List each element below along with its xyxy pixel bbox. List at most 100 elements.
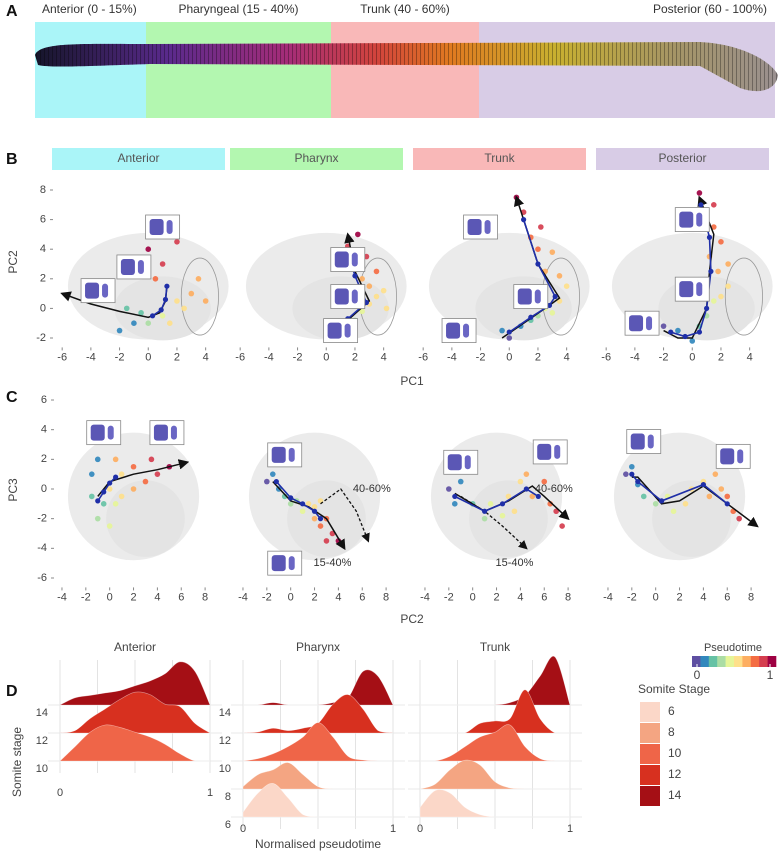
cell-shape: [334, 251, 349, 268]
plot: -4 -2 0 2 4 6 8 -6 -4 -2 0 2 4 6: [37, 394, 208, 603]
trajectory-node: [706, 234, 713, 240]
cell-point: [451, 501, 458, 507]
cell-point: [323, 538, 330, 544]
cell-point: [505, 493, 512, 500]
cell-shape: [517, 288, 532, 305]
cell-shape: [720, 448, 735, 465]
cell-point: [264, 478, 270, 485]
cell-shape: [484, 220, 491, 234]
cell-point: [130, 463, 137, 470]
trajectory-node: [113, 474, 119, 480]
cell-point: [138, 310, 144, 316]
trajectory-node: [698, 202, 704, 208]
legend-swatch: [640, 786, 660, 806]
trajectory-node: [506, 329, 512, 335]
cell-point: [287, 501, 294, 507]
panel-title: Anterior: [114, 640, 156, 654]
trajectory-node: [162, 296, 169, 303]
x-tick-label: -4: [86, 351, 96, 363]
cell-shape: [679, 211, 694, 228]
cell-shape: [90, 424, 105, 441]
cell-point: [142, 478, 149, 485]
x-tick-label: 0: [470, 591, 476, 603]
cell-point: [366, 283, 373, 290]
trajectory-node: [521, 217, 527, 223]
branch-label: 40-60%: [353, 483, 391, 495]
trajectory-node: [523, 486, 529, 492]
panel-header: [230, 148, 403, 170]
legend-label: 12: [668, 767, 682, 781]
panel-label: A: [6, 3, 18, 20]
x-tick-label: -4: [420, 591, 430, 603]
x-tick-label: -4: [57, 591, 67, 603]
trajectory-node: [629, 471, 635, 477]
x-tick-label: 2: [130, 591, 136, 603]
cell-point: [373, 268, 380, 275]
trajectory-node: [724, 501, 730, 507]
x-tick-label: 4: [154, 591, 160, 603]
cell-point: [116, 327, 123, 334]
trajectory-node: [668, 329, 674, 335]
density-ridge: [242, 783, 393, 818]
legend-swatch: [640, 765, 660, 785]
colorbar-segment: [725, 656, 735, 667]
x-tick-label: 1: [390, 823, 396, 835]
colorbar-segment: [734, 656, 743, 667]
cell-point: [269, 471, 276, 477]
background-cells: [652, 480, 731, 557]
trajectory: [97, 476, 117, 502]
cell-shape: [646, 316, 653, 331]
cell-point: [380, 287, 387, 294]
cell-shape: [447, 454, 462, 471]
cell-shape: [170, 425, 177, 440]
x-tick-label: 1: [207, 787, 213, 799]
cell-point: [499, 327, 505, 334]
cell-point: [106, 523, 113, 529]
x-tick-label: 2: [352, 351, 358, 363]
cell-point: [689, 338, 696, 344]
x-tick-label: 2: [676, 591, 682, 603]
x-tick-label: -6: [601, 351, 611, 363]
panel-header: [413, 148, 586, 170]
cell-shape: [464, 455, 471, 470]
region-label: Posterior (60 - 100%): [653, 2, 767, 16]
colorbar-segment: [759, 656, 768, 667]
density-ridge: [242, 762, 393, 790]
x-tick-label: 4: [203, 351, 209, 363]
x-tick-label: 8: [202, 591, 208, 603]
cell-point: [202, 298, 209, 304]
x-tick-label: 2: [493, 591, 499, 603]
y-tick-label: 8: [40, 184, 46, 196]
region: [331, 22, 479, 118]
legend-label: 6: [668, 704, 675, 718]
cell-point: [88, 493, 95, 500]
cell-point: [538, 224, 544, 230]
trajectory-node: [107, 480, 113, 486]
x-tick-label: -4: [603, 591, 613, 603]
y-axis-title: Somite stage: [10, 727, 24, 797]
cell-point: [174, 298, 180, 304]
cell-point: [123, 305, 130, 312]
cell-point: [506, 335, 513, 341]
cell-point: [535, 246, 541, 252]
density-ridge: [419, 789, 570, 818]
cell-shape: [737, 449, 744, 464]
cell-shape: [288, 447, 295, 462]
trajectory-node: [288, 495, 294, 501]
legend-label: 8: [668, 725, 675, 739]
x-tick-label: -2: [444, 591, 454, 603]
y-axis-title: PC3: [6, 478, 20, 502]
cell-point: [148, 456, 155, 463]
x-axis-title: PC1: [400, 374, 424, 388]
trajectory-node: [311, 508, 318, 514]
y-tick-label: 6: [225, 819, 231, 831]
trajectory: [152, 286, 168, 317]
region: [146, 22, 331, 118]
trajectory-node: [682, 333, 688, 340]
cell-point: [712, 471, 719, 477]
cell-point: [152, 276, 159, 282]
region: [35, 22, 146, 118]
cell-shape: [153, 424, 168, 441]
x-tick-label: -2: [659, 351, 669, 363]
cell-point: [188, 290, 195, 297]
